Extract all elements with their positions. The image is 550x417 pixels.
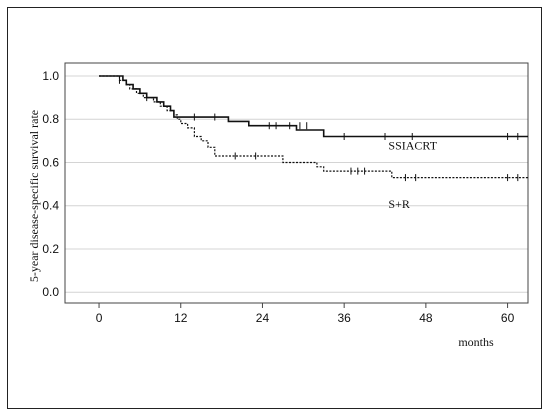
x-tick-label: 0 bbox=[96, 311, 103, 325]
series-label: SSIACRT bbox=[388, 138, 437, 152]
y-axis-title: 5-year disease-specific survival rate bbox=[27, 110, 41, 282]
x-axis-title: months bbox=[458, 335, 494, 349]
y-tick-label: 0.6 bbox=[42, 155, 59, 169]
x-tick-label: 12 bbox=[174, 311, 188, 325]
x-tick-label: 36 bbox=[337, 311, 351, 325]
survival-chart: 5-year disease-specific survival rate mo… bbox=[27, 62, 529, 349]
y-tick-label: 1.0 bbox=[42, 69, 59, 83]
x-tick-label: 60 bbox=[501, 311, 515, 325]
y-tick-label: 0.0 bbox=[42, 285, 59, 299]
y-tick-label: 0.4 bbox=[42, 199, 59, 213]
y-tick-label: 0.2 bbox=[42, 242, 59, 256]
survival-curve-s-r bbox=[99, 75, 528, 179]
plot-border bbox=[64, 62, 529, 304]
figure-frame: 5-year disease-specific survival rate mo… bbox=[7, 7, 542, 409]
y-tick-label: 0.8 bbox=[42, 112, 59, 126]
x-tick-label: 48 bbox=[419, 311, 433, 325]
series-label: S+R bbox=[388, 197, 409, 211]
x-tick-label: 24 bbox=[256, 311, 270, 325]
